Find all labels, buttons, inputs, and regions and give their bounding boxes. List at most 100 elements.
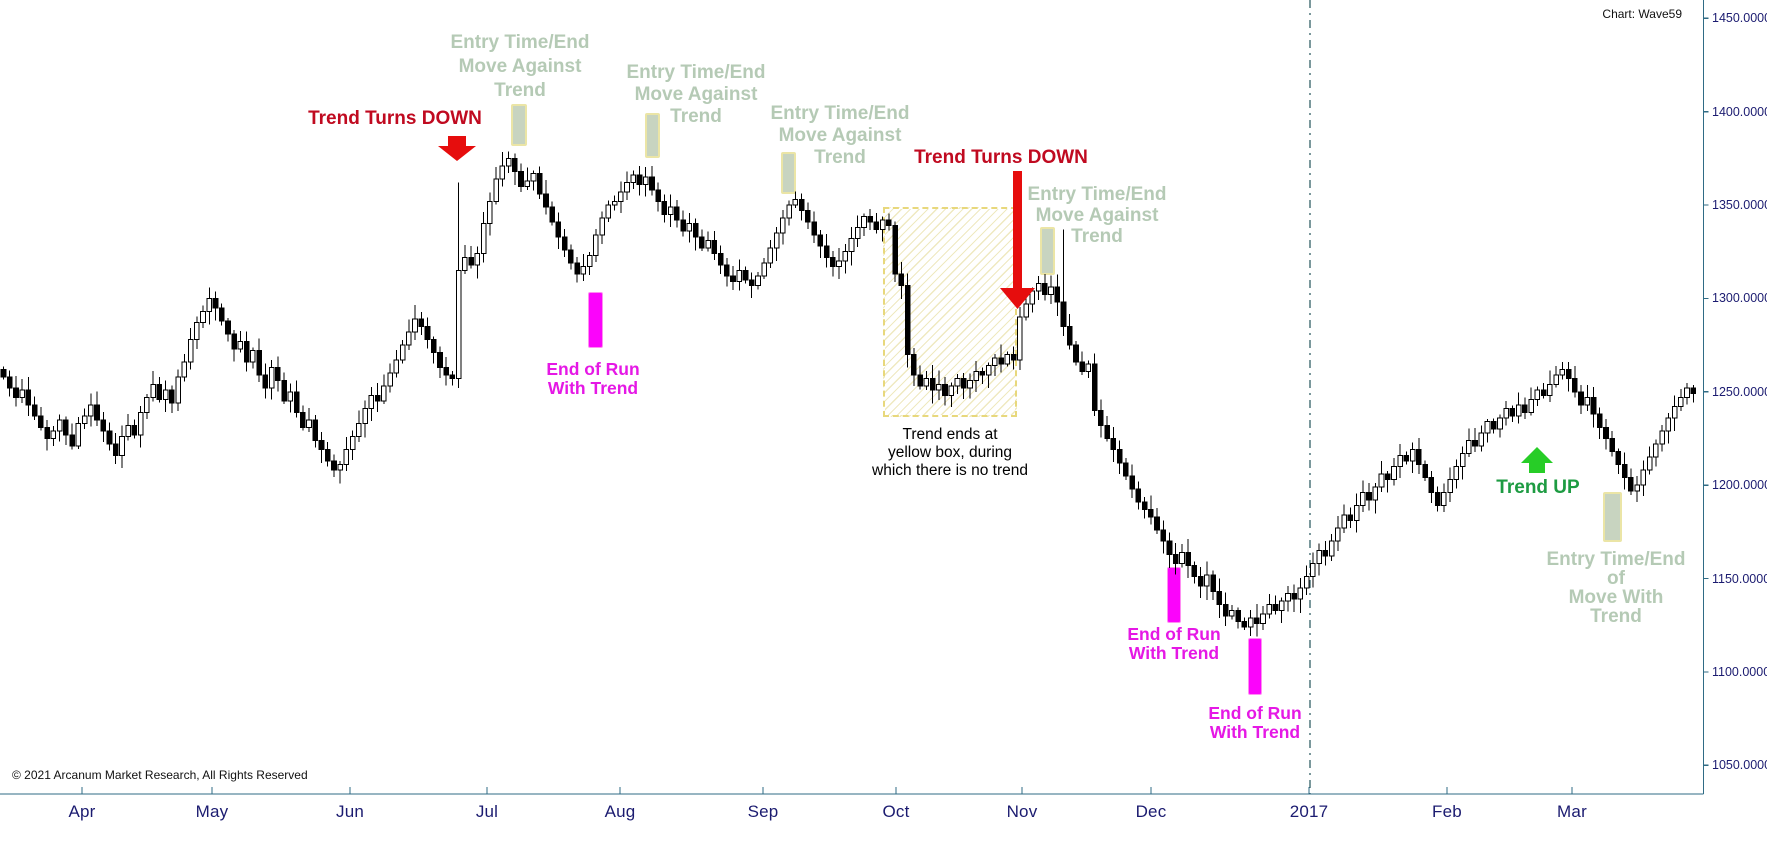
candle-body [1372, 486, 1379, 501]
candle-body [299, 411, 306, 428]
candle-body [443, 367, 450, 376]
candle-body [904, 284, 911, 355]
candle-body [642, 176, 649, 186]
candle-body [94, 404, 100, 421]
candle-body [1172, 553, 1179, 565]
candle-body [312, 419, 319, 441]
candle-body [1066, 325, 1073, 346]
candle-body [231, 333, 238, 350]
candle-body [1235, 609, 1241, 623]
candle-body [836, 260, 842, 268]
end-of-run-bar-3 [1248, 638, 1262, 695]
candle-body [1010, 353, 1017, 361]
candle-body [499, 165, 506, 180]
candle-body [1147, 508, 1154, 518]
candle-body [1459, 452, 1466, 467]
candle-body [699, 236, 705, 249]
candle-body [1665, 417, 1672, 432]
candle-body [44, 426, 50, 439]
entry-against-bar-3 [781, 152, 796, 194]
candle-body [1204, 574, 1210, 587]
candle-body [979, 370, 986, 376]
entry-against-bar-4 [1040, 227, 1055, 275]
candle-body [1515, 404, 1522, 417]
candle-body [1547, 383, 1553, 397]
candle-body [1653, 443, 1659, 458]
candle-body [1285, 592, 1291, 602]
candle-body [593, 234, 599, 256]
entry-against-bar-2 [645, 113, 660, 158]
trend-up-arrow [1521, 447, 1553, 473]
candle-body [773, 232, 780, 249]
candle-body [1359, 492, 1366, 507]
candle-body [1384, 473, 1391, 481]
candle-body [337, 464, 344, 471]
candle-body [792, 198, 799, 206]
candle-body [873, 221, 880, 230]
candle-body [1447, 479, 1453, 494]
candle-body [1229, 609, 1235, 617]
candle-body [1191, 564, 1198, 578]
candle-body [1303, 576, 1310, 589]
candle-body [1266, 604, 1273, 615]
candle-body [1571, 378, 1578, 393]
candle-body [723, 264, 730, 277]
candle-body [1322, 550, 1329, 557]
candle-body [1335, 527, 1341, 542]
entry-with-trend-bar [1603, 492, 1622, 542]
candle-body [1260, 613, 1266, 624]
candle-body [225, 320, 231, 335]
candle-body [1497, 417, 1503, 430]
candle-body [942, 383, 948, 397]
candle-body [1160, 529, 1167, 542]
candle-body [1596, 413, 1603, 428]
candle-body [468, 256, 474, 266]
candle-body [717, 253, 724, 266]
candle-body [1565, 368, 1572, 380]
candle-body [87, 404, 94, 417]
candle-body [487, 200, 493, 225]
candle-body [549, 206, 556, 223]
trend-down-arrow-1 [438, 136, 476, 161]
candle-body [1197, 576, 1204, 587]
candle-body [137, 411, 144, 436]
candle-body [886, 219, 892, 227]
candle-body [661, 200, 668, 215]
candle-body [131, 424, 138, 436]
candle-body [462, 256, 468, 271]
candle-body [1141, 501, 1148, 510]
candle-body [998, 357, 1004, 365]
candle-body [692, 223, 699, 238]
candle-body [150, 383, 156, 398]
candle-body [1135, 488, 1142, 503]
candle-body [630, 174, 637, 184]
candle-body [424, 325, 431, 341]
candle-body [218, 307, 225, 322]
candle-body [636, 174, 643, 186]
candle-body [829, 256, 836, 268]
candle-body [960, 378, 967, 389]
candle-body [119, 436, 125, 456]
candle-body [1004, 353, 1011, 365]
candle-body [1085, 363, 1092, 372]
candle-body [1584, 396, 1591, 406]
candle-body [368, 395, 375, 410]
candle-body [343, 449, 350, 466]
candle-body [1540, 389, 1547, 397]
candle-body [1154, 516, 1160, 531]
candle-body [1428, 477, 1435, 494]
candle-body [275, 367, 281, 382]
end-of-run-bar-2 [1167, 567, 1181, 623]
candle-body [1179, 551, 1185, 565]
candle-body [306, 419, 312, 428]
candle-body [125, 424, 132, 438]
axis-frame [0, 0, 1709, 795]
candle-body [605, 204, 612, 219]
candle-body [536, 172, 543, 195]
candle-body [237, 340, 244, 350]
candle-body [736, 269, 743, 283]
candle-body [511, 157, 518, 172]
candle-body [13, 387, 19, 398]
candle-body [518, 170, 524, 187]
candle-body [1123, 462, 1129, 477]
